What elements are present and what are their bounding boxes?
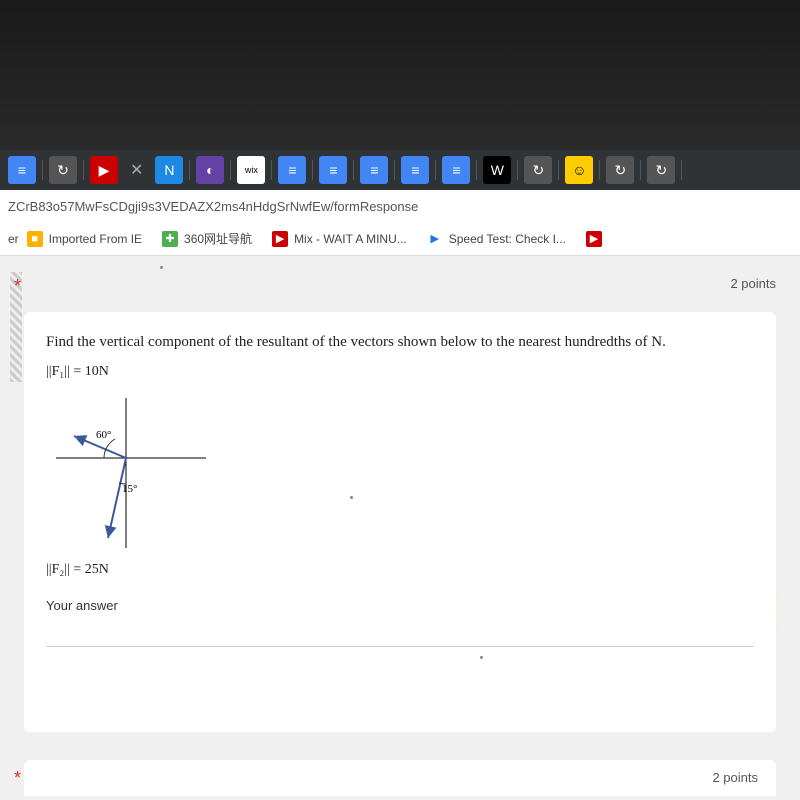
tab-icon[interactable]: ☺ [565,156,593,184]
tab-close-icon[interactable]: ✕ [130,160,143,180]
url-text: ZCrB83o57MwFsCDgji9s3VEDAZX2ms4nHdgSrNwf… [8,199,418,214]
bookmark-icon: ▶ [586,231,602,247]
tab-icon[interactable]: ≡ [442,156,470,184]
tab-divider [353,160,354,180]
tab-icon[interactable]: ↻ [606,156,634,184]
tab-divider [42,160,43,180]
svg-text:60°: 60° [96,429,111,441]
tab-icon[interactable]: ◐ [196,156,224,184]
answer-input[interactable] [46,619,754,647]
tab-icon[interactable]: ↻ [49,156,77,184]
bookmark-icon: ▶ [427,231,443,247]
dust-speck [350,496,353,499]
tab-icon[interactable]: ↻ [647,156,675,184]
tab-divider [517,160,518,180]
points-label: 2 points [730,276,776,291]
bookmark-icon: ✚ [162,231,178,247]
bookmark-label: 360网址导航 [184,230,252,247]
tab-icon[interactable]: W [483,156,511,184]
tab-icon[interactable]: ↻ [524,156,552,184]
tab-divider [599,160,600,180]
tab-divider [189,160,190,180]
tab-divider [83,160,84,180]
required-asterisk-2: * [14,768,21,789]
answer-label: Your answer [46,598,754,613]
tab-icon[interactable]: wix [237,156,265,184]
bookmark-item[interactable]: ▶ [586,231,608,247]
vector-diagram: 60° 15° [46,388,226,568]
bookmark-icon: ▶ [272,231,288,247]
tab-icon[interactable]: ≡ [360,156,388,184]
photo-background-top [0,0,800,150]
tab-icon[interactable]: ▶ [90,156,118,184]
bookmark-item[interactable]: ▶ Mix - WAIT A MINU... [272,231,407,247]
bookmark-label: Speed Test: Check I... [449,232,566,246]
browser-tab-strip: ≡ ↻ ▶ ✕ N ◐ wix ≡ ≡ ≡ ≡ ≡ W ↻ ☺ ↻ ↻ [0,150,800,190]
bookmark-label: Imported From IE [49,232,142,246]
bookmark-icon: ■ [27,231,43,247]
dust-speck [480,656,483,659]
svg-text:15°: 15° [122,483,137,495]
question-card: * 2 points Find the vertical component o… [24,312,776,732]
tab-divider [435,160,436,180]
dust-speck [160,266,163,269]
tab-icon[interactable]: ≡ [319,156,347,184]
tab-icon[interactable]: N [155,156,183,184]
tab-divider [681,160,682,180]
tab-divider [394,160,395,180]
tab-icon[interactable]: ≡ [278,156,306,184]
question-text: Find the vertical component of the resul… [46,332,754,352]
bookmark-label: Mix - WAIT A MINU... [294,232,407,246]
required-asterisk: * [14,276,21,297]
bookmarks-bar: er ■ Imported From IE ✚ 360网址导航 ▶ Mix - WAIT … [0,222,800,256]
tab-divider [476,160,477,180]
form-page: * 2 points Find the vertical component o… [0,256,800,800]
points-label-2: 2 points [712,770,758,785]
bookmark-item[interactable]: ✚ 360网址导航 [162,230,252,247]
bookmark-item[interactable]: ■ Imported From IE [27,231,142,247]
tab-icon[interactable]: ≡ [8,156,36,184]
bookmark-prefix: er [8,232,19,246]
tab-divider [271,160,272,180]
f1-magnitude-label: ||F₁|| = 10N [46,364,754,380]
bookmark-item[interactable]: ▶ Speed Test: Check I... [427,231,566,247]
tab-divider [312,160,313,180]
tab-icon[interactable]: ≡ [401,156,429,184]
tab-divider [230,160,231,180]
tab-divider [558,160,559,180]
next-question-card-top: * 2 points [24,760,776,796]
url-bar[interactable]: ZCrB83o57MwFsCDgji9s3VEDAZX2ms4nHdgSrNwf… [0,190,800,222]
tab-divider [640,160,641,180]
